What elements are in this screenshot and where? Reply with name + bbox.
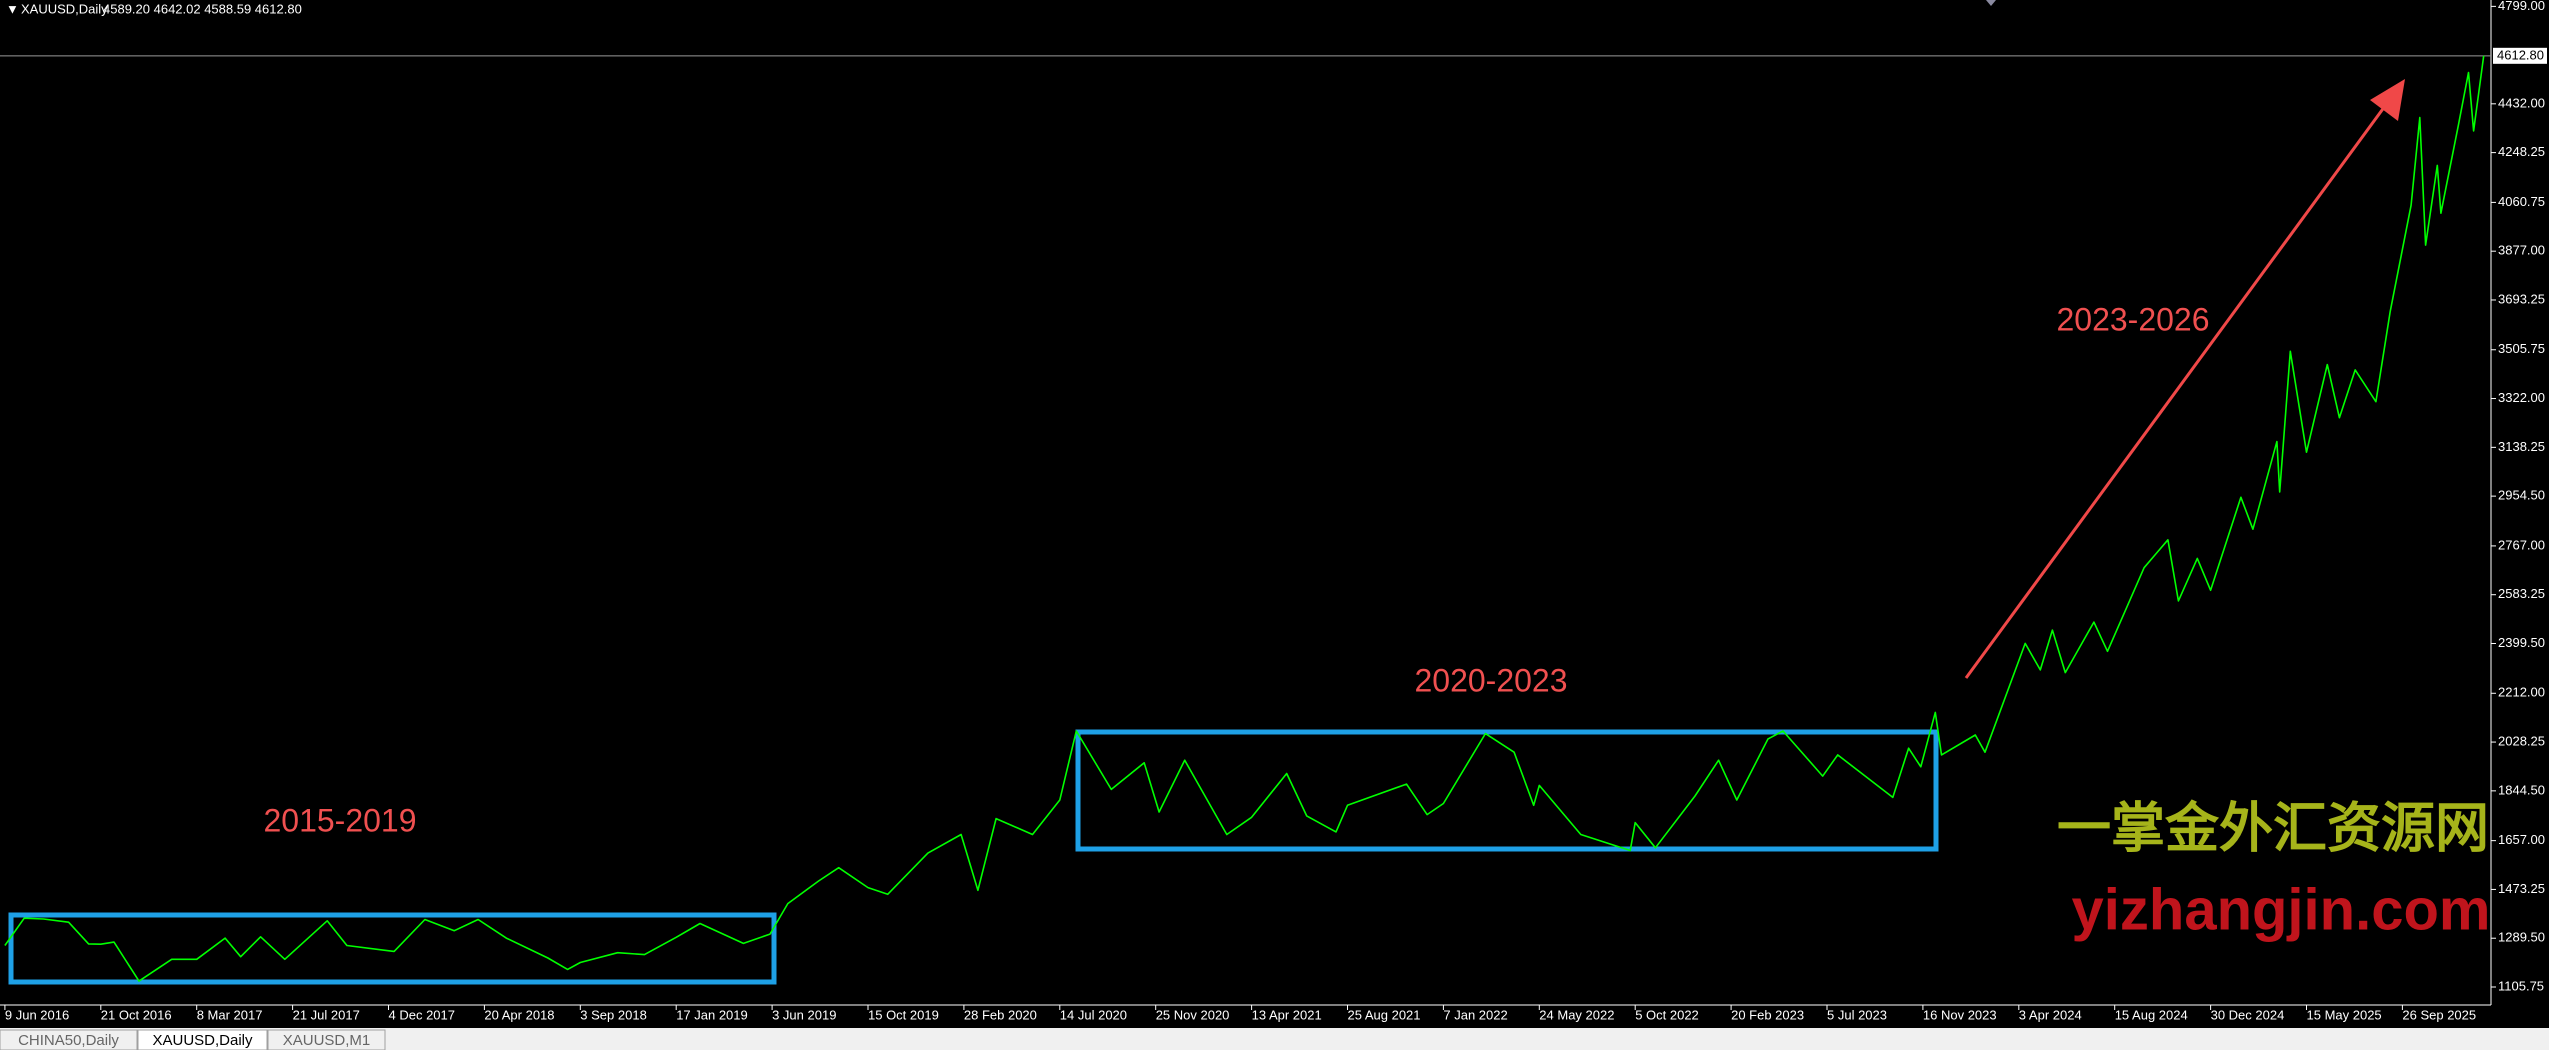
tab[interactable] xyxy=(0,1029,138,1050)
shift-marker xyxy=(1986,0,1996,6)
x-tick-label: 3 Sep 2018 xyxy=(580,1007,647,1022)
x-tick-label: 30 Dec 2024 xyxy=(2211,1007,2285,1022)
trend-arrow xyxy=(1964,105,2387,679)
x-tick-label: 3 Jun 2019 xyxy=(772,1007,836,1022)
y-tick-label: 2954.50 xyxy=(2498,488,2545,503)
y-tick-label: 4432.00 xyxy=(2498,95,2545,110)
price-line xyxy=(4,55,2485,982)
x-tick-label: 28 Feb 2020 xyxy=(964,1007,1037,1022)
tab-label[interactable]: XAUUSD,Daily xyxy=(152,1032,253,1049)
x-tick-label: 16 Nov 2023 xyxy=(1923,1007,1997,1022)
x-tick-label: 21 Oct 2016 xyxy=(101,1007,172,1022)
last-price-label: 4612.80 xyxy=(2497,47,2544,62)
tab-label[interactable]: CHINA50,Daily xyxy=(18,1032,119,1049)
x-tick-label: 17 Jan 2019 xyxy=(676,1007,748,1022)
y-tick-label: 4060.75 xyxy=(2498,194,2545,209)
tab[interactable] xyxy=(267,1029,386,1050)
y-tick-label: 3505.75 xyxy=(2498,341,2545,356)
x-tick-label: 15 May 2025 xyxy=(2307,1007,2382,1022)
y-tick-label: 1657.00 xyxy=(2498,832,2545,847)
x-tick-label: 7 Jan 2022 xyxy=(1443,1007,1507,1022)
chart-title: XAUUSD,Daily xyxy=(21,1,108,16)
tab-label[interactable]: XAUUSD,M1 xyxy=(283,1032,371,1049)
x-tick-label: 20 Apr 2018 xyxy=(484,1007,554,1022)
arrow-head xyxy=(2370,79,2405,121)
x-tick-label: 13 Apr 2021 xyxy=(1252,1007,1322,1022)
x-tick-label: 4 Dec 2017 xyxy=(389,1007,456,1022)
x-tick-label: 26 Sep 2025 xyxy=(2402,1007,2476,1022)
x-tick-label: 14 Jul 2020 xyxy=(1060,1007,1127,1022)
x-tick-label: 25 Aug 2021 xyxy=(1348,1007,1421,1022)
x-tick-label: 15 Oct 2019 xyxy=(868,1007,939,1022)
x-tick-label: 24 May 2022 xyxy=(1539,1007,1614,1022)
y-tick-label: 1105.75 xyxy=(2498,978,2544,993)
tab[interactable] xyxy=(137,1029,268,1050)
range-box xyxy=(8,912,777,985)
x-tick-label: 5 Jul 2023 xyxy=(1827,1007,1887,1022)
last-price-box xyxy=(2493,47,2547,64)
watermark-url: yizhangjin.com xyxy=(2072,877,2491,942)
y-tick-label: 3138.25 xyxy=(2498,439,2545,454)
annotation: 2023-2026 xyxy=(2056,301,2209,337)
y-tick-label: 3693.25 xyxy=(2498,291,2545,306)
y-tick-label: 3877.00 xyxy=(2498,243,2545,258)
tab-bar xyxy=(0,1028,2549,1050)
x-tick-label: 20 Feb 2023 xyxy=(1731,1007,1804,1022)
x-tick-label: 8 Mar 2017 xyxy=(197,1007,263,1022)
y-tick-label: 1289.50 xyxy=(2498,930,2545,945)
annotation: 2020-2023 xyxy=(1414,662,1567,698)
y-tick-label: 4799.00 xyxy=(2498,0,2545,13)
y-tick-label: 1473.25 xyxy=(2498,881,2545,896)
y-tick-label: 2583.25 xyxy=(2498,586,2545,601)
x-tick-label: 25 Nov 2020 xyxy=(1156,1007,1230,1022)
y-tick-label: 2767.00 xyxy=(2498,537,2545,552)
x-tick-label: 15 Aug 2024 xyxy=(2115,1007,2188,1022)
x-tick-label: 3 Apr 2024 xyxy=(2019,1007,2082,1022)
range-box xyxy=(1075,729,1939,852)
y-tick-label: 2212.00 xyxy=(2498,685,2545,700)
watermark: 一掌金外汇资源网 xyxy=(2057,798,2489,858)
triangle: ▼ xyxy=(6,1,19,16)
y-tick-label: 2028.25 xyxy=(2498,734,2545,749)
y-tick-label: 2399.50 xyxy=(2498,635,2545,650)
y-tick-label: 4248.25 xyxy=(2498,144,2545,159)
x-tick-label: 9 Jun 2016 xyxy=(5,1007,69,1022)
y-tick-label: 1844.50 xyxy=(2498,782,2545,797)
ohlc: 4589.20 4642.02 4588.59 4612.80 xyxy=(103,1,302,16)
annotation: 2015-2019 xyxy=(263,802,416,838)
x-tick-label: 5 Oct 2022 xyxy=(1635,1007,1699,1022)
y-tick-label: 3322.00 xyxy=(2498,390,2545,405)
x-tick-label: 21 Jul 2017 xyxy=(293,1007,360,1022)
